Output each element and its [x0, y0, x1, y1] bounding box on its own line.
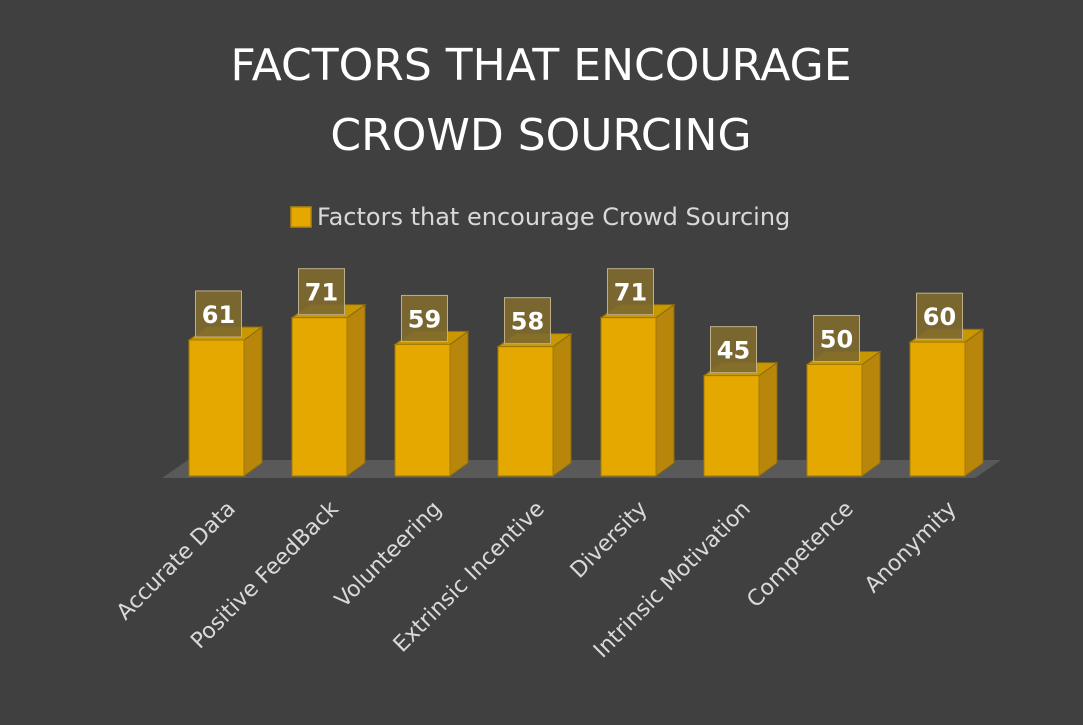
bar-front-anonymity	[909, 341, 966, 477]
data-labels-layer: 61 71 59 58 71 45 50 60	[195, 268, 963, 374]
bar-side-accurate-data	[243, 325, 263, 477]
legend-swatch	[290, 206, 312, 228]
bar-anonymity	[908, 328, 985, 477]
data-label-extrinsic-incentive: 58	[504, 297, 551, 345]
chart-floor	[162, 460, 1001, 478]
bar-side-anonymity	[964, 328, 984, 477]
bar-front-competence	[806, 364, 863, 477]
data-label-box-accurate-data	[195, 290, 242, 338]
data-label-box-volunteering	[401, 294, 448, 342]
data-label-competence: 50	[813, 315, 860, 362]
data-label-value-positive-feedback: 71	[305, 279, 338, 307]
bar-accurate-data	[187, 325, 264, 477]
category-label-competence: Competence	[742, 497, 858, 613]
data-label-box-diversity	[607, 268, 654, 316]
bar-extrinsic-incentive	[496, 332, 573, 477]
bar-volunteering	[393, 330, 470, 477]
data-label-value-competence: 50	[820, 326, 853, 354]
data-label-value-extrinsic-incentive: 58	[511, 308, 544, 336]
data-label-value-volunteering: 59	[408, 305, 441, 333]
data-label-diversity: 71	[607, 268, 654, 316]
bar-diversity	[599, 303, 676, 477]
chart-title-line-2: CROWD SOURCING	[330, 110, 751, 161]
legend-label: Factors that encourage Crowd Sourcing	[317, 203, 790, 231]
bar-front-positive-feedback	[291, 317, 348, 477]
data-label-accurate-data: 61	[195, 290, 242, 338]
bar-side-positive-feedback	[346, 303, 366, 477]
bar-front-accurate-data	[188, 339, 245, 477]
data-label-box-extrinsic-incentive	[504, 297, 551, 345]
bar-front-extrinsic-incentive	[497, 346, 554, 477]
category-label-anonymity: Anonymity	[860, 497, 962, 599]
data-label-box-anonymity	[916, 292, 963, 340]
bars-layer	[187, 303, 985, 477]
category-label-volunteering: Volunteering	[330, 497, 446, 613]
data-label-intrinsic-motivation: 45	[710, 326, 757, 374]
bar-competence	[805, 350, 882, 477]
data-label-value-diversity: 71	[614, 279, 647, 307]
bar-front-diversity	[600, 317, 657, 477]
data-label-value-anonymity: 60	[923, 303, 956, 331]
data-label-volunteering: 59	[401, 294, 448, 342]
data-label-box-intrinsic-motivation	[710, 326, 757, 374]
data-label-value-accurate-data: 61	[202, 301, 235, 329]
bar-side-diversity	[655, 303, 675, 477]
data-label-box-competence	[813, 315, 860, 362]
bar-side-competence	[861, 350, 881, 477]
bar-front-volunteering	[394, 343, 451, 477]
bar-front-intrinsic-motivation	[703, 375, 760, 477]
bar-side-volunteering	[449, 330, 469, 477]
bar-side-intrinsic-motivation	[758, 361, 778, 477]
bar-intrinsic-motivation	[702, 361, 779, 477]
data-label-positive-feedback: 71	[298, 268, 345, 316]
data-label-value-intrinsic-motivation: 45	[717, 337, 750, 365]
bar-side-extrinsic-incentive	[552, 332, 572, 477]
data-label-box-positive-feedback	[298, 268, 345, 316]
chart-title-line-1: FACTORS THAT ENCOURAGE	[230, 40, 851, 91]
legend: Factors that encourage Crowd Sourcing	[290, 203, 790, 231]
data-label-anonymity: 60	[916, 292, 963, 340]
bar-positive-feedback	[290, 303, 367, 477]
category-label-diversity: Diversity	[566, 497, 653, 584]
